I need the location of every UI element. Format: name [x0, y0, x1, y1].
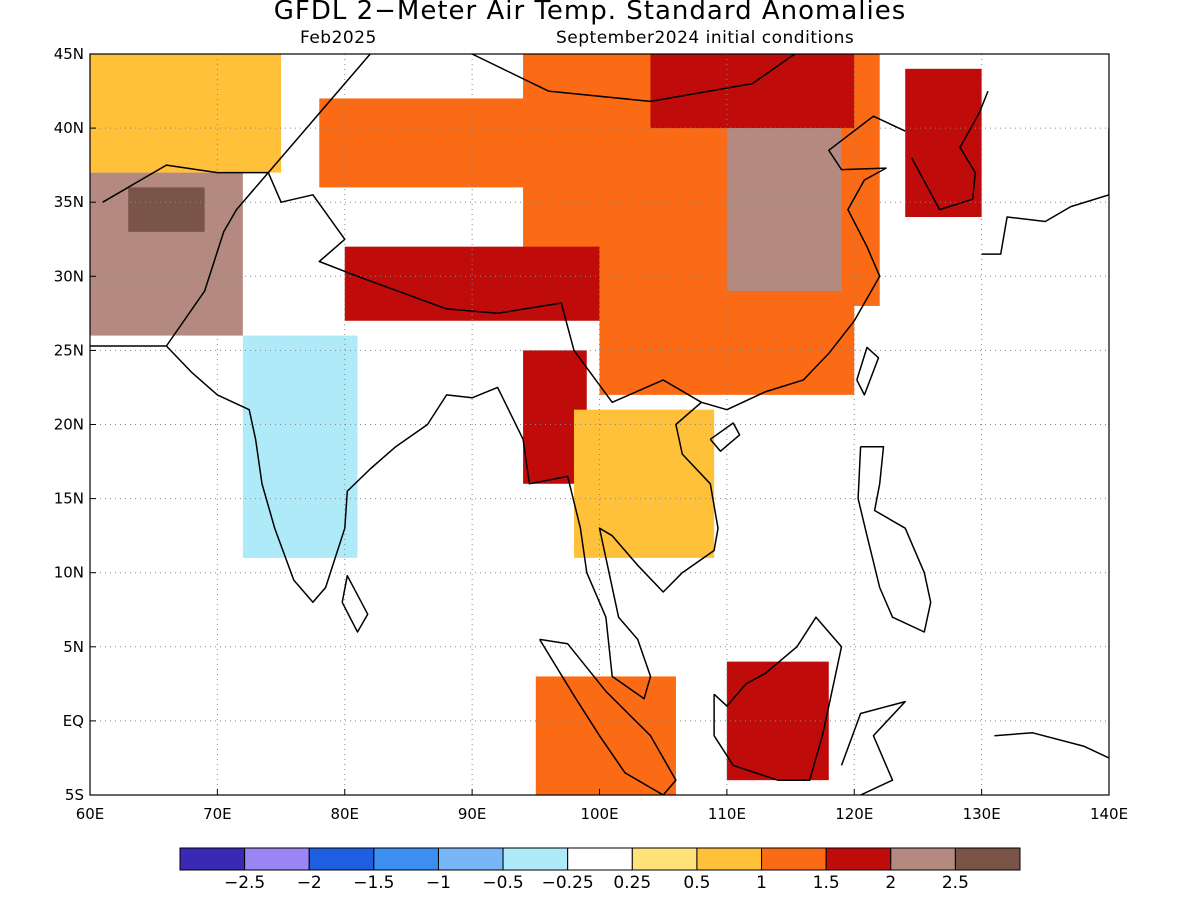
anomaly-region [242, 335, 358, 558]
lat-tick-label: EQ [63, 712, 84, 730]
lon-tick-label: 60E [76, 805, 105, 823]
colorbar-label: −0.25 [542, 873, 594, 893]
coastline [90, 115, 906, 700]
lat-tick-label: 25N [54, 341, 84, 359]
colorbar-swatch [373, 847, 439, 871]
colorbar-label: 0.25 [613, 873, 651, 893]
lon-tick-label: 80E [330, 805, 359, 823]
coastline [267, 54, 371, 174]
colorbar-label: 1 [756, 873, 767, 893]
initial-conditions: September2024 initial conditions [556, 28, 855, 48]
lat-tick-label: 10N [54, 564, 84, 582]
lon-tick-label: 90E [458, 805, 487, 823]
anomaly-region [535, 676, 676, 795]
colorbar-swatch [631, 847, 698, 871]
valid-month: Feb2025 [300, 28, 377, 48]
colorbar-label: −1.5 [353, 873, 394, 893]
colorbar-swatch [308, 847, 375, 871]
anomaly-region [90, 54, 282, 173]
coastline [994, 732, 1109, 759]
coastline [538, 638, 677, 795]
lat-tick-label: 20N [54, 416, 84, 434]
colorbar-swatch [567, 847, 633, 871]
colorbar-label: −2.5 [224, 873, 265, 893]
lat-tick-label: 35N [54, 193, 84, 211]
lon-tick-label: 130E [963, 805, 1001, 823]
colorbar-label: 0.5 [683, 873, 710, 893]
coastline [840, 700, 906, 795]
colorbar-swatch [761, 847, 827, 871]
colorbar-swatch [437, 847, 504, 871]
coastline [713, 616, 843, 781]
lat-tick-label: 40N [54, 119, 84, 137]
coastline [856, 346, 880, 396]
chart-title: GFDL 2−Meter Air Temp. Standard Anomalie… [273, 0, 907, 26]
longitude-axis: 60E 70E 80E 90E 100E 110E 120E 130E 140E [76, 789, 1128, 823]
lat-tick-label: 45N [54, 45, 84, 63]
coastline [471, 54, 797, 103]
anomaly-fill-layer [90, 54, 982, 795]
anomaly-region [319, 98, 575, 188]
colorbar-swatch [696, 847, 763, 871]
latitude-axis: 45N 40N 35N 30N 25N 20N 15N 10N 5N EQ 5S [54, 45, 96, 804]
anomaly-region [128, 187, 205, 232]
colorbar-swatch [179, 847, 246, 871]
coastline [165, 172, 269, 347]
lat-tick-label: 5S [65, 786, 84, 804]
lon-tick-label: 70E [203, 805, 232, 823]
lat-tick-label: 5N [63, 638, 84, 656]
lat-tick-label: 15N [54, 490, 84, 508]
coastline [102, 164, 702, 404]
anomaly-region [905, 68, 982, 218]
lat-lon-grid [90, 54, 1109, 795]
colorbar-label: −1 [426, 873, 451, 893]
anomaly-region [650, 54, 855, 129]
coastline [341, 574, 369, 633]
colorbar-label: −2 [297, 873, 322, 893]
coastline [910, 90, 989, 211]
colorbar-swatch [954, 847, 1021, 871]
colorbar-label: −0.5 [482, 873, 523, 893]
anomaly-region [726, 661, 829, 781]
lon-tick-label: 120E [835, 805, 873, 823]
colorbar-swatch [825, 847, 892, 871]
coastline-layer [90, 54, 1109, 795]
colorbar-label: 2 [885, 873, 896, 893]
coastline [981, 128, 1109, 255]
lon-tick-label: 100E [580, 805, 618, 823]
lat-tick-label: 30N [54, 267, 84, 285]
anomaly-region [574, 409, 715, 558]
coastline [709, 422, 741, 452]
coastline [857, 445, 932, 633]
colorbar-swatch [244, 847, 310, 871]
colorbar-swatch [502, 847, 569, 871]
colorbar: −2.5 −2 −1.5 −1 −0.5 −0.25 0.25 0.5 1 1.5 2 2.5 [179, 847, 1021, 893]
lon-tick-label: 140E [1090, 805, 1128, 823]
anomaly-region [726, 128, 842, 292]
anomaly-region [599, 291, 855, 395]
colorbar-label: 1.5 [813, 873, 840, 893]
colorbar-label: 2.5 [942, 873, 969, 893]
lon-tick-label: 110E [708, 805, 746, 823]
colorbar-swatch [890, 847, 956, 871]
